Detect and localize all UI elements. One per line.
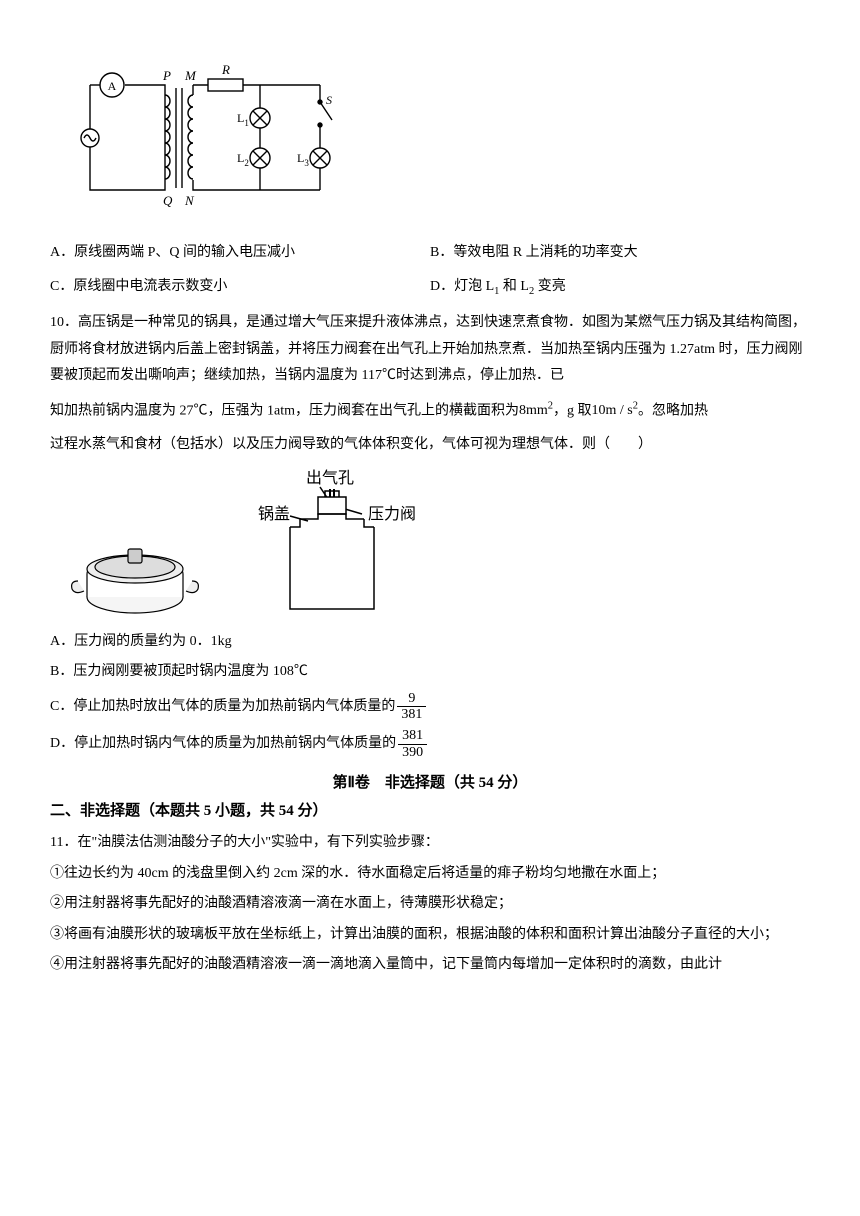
q10-option-d: D．停止加热时锅内气体的质量为加热前锅内气体质量的381390 [50, 727, 810, 761]
q10-option-c: C．停止加热时放出气体的质量为加热前锅内气体质量的9381 [50, 690, 810, 724]
svg-text:N: N [184, 193, 195, 208]
q11-number: 11． [50, 835, 77, 850]
circuit-svg: A P Q M N R L1 L2 [70, 50, 340, 215]
circuit-diagram: A P Q M N R L1 L2 [70, 50, 810, 226]
pot-photo [70, 519, 200, 619]
q10-stem: 10．高压锅是一种常见的锅具，是通过增大气压来提升液体沸点，达到快速烹煮食物．如… [50, 310, 810, 390]
q11-step-4: ④用注射器将事先配好的油酸酒精溶液一滴一滴地滴入量筒中，记下量筒内每增加一定体积… [50, 952, 810, 979]
svg-text:R: R [221, 62, 230, 77]
section-2-title: 第Ⅱ卷 非选择题（共 54 分） [50, 769, 810, 798]
q10-option-b: B．压力阀刚要被顶起时锅内温度为 108℃ [50, 659, 810, 686]
svg-text:L3: L3 [297, 151, 309, 168]
q11-step-2: ②用注射器将事先配好的油酸酒精溶液滴一滴在水面上，待薄膜形状稳定； [50, 891, 810, 918]
section-2-subtitle: 二、非选择题（本题共 5 小题，共 54 分） [50, 797, 810, 826]
svg-text:A: A [108, 79, 117, 93]
q9-option-a: A．原线圈两端 P、Q 间的输入电压减小 [50, 240, 430, 267]
q9-option-c: C．原线圈中电流表示数变小 [50, 274, 430, 302]
svg-text:锅盖: 锅盖 [258, 505, 290, 523]
svg-text:M: M [184, 68, 197, 83]
pressure-cooker-diagram: 出气孔 锅盖 压力阀 [70, 469, 810, 619]
q11-step-3: ③将画有油膜形状的玻璃板平放在坐标纸上，计算出油膜的面积，根据油酸的体积和面积计… [50, 922, 810, 949]
q10-option-a: A．压力阀的质量约为 0．1kg [50, 629, 810, 656]
svg-text:出气孔: 出气孔 [306, 469, 354, 487]
svg-text:Q: Q [163, 193, 173, 208]
q11-intro: 11．在"油膜法估测油酸分子的大小"实验中，有下列实验步骤： [50, 830, 810, 857]
q10-number: 10． [50, 315, 78, 330]
svg-text:L1: L1 [237, 111, 249, 128]
svg-text:S: S [326, 93, 332, 107]
q10-stem-3: 过程水蒸气和食材（包括水）以及压力阀导致的气体体积变化，气体可视为理想气体．则（… [50, 432, 810, 459]
q10-stem-2: 知加热前锅内温度为 27℃，压强为 1atm，压力阀套在出气孔上的横截面积为8m… [50, 394, 810, 428]
svg-text:压力阀: 压力阀 [368, 505, 416, 523]
svg-text:L2: L2 [237, 151, 249, 168]
q9-option-d: D．灯泡 L1 和 L2 变亮 [430, 274, 810, 302]
q9-options: A．原线圈两端 P、Q 间的输入电压减小 B．等效电阻 R 上消耗的功率变大 C… [50, 236, 810, 306]
q9-option-b: B．等效电阻 R 上消耗的功率变大 [430, 240, 810, 267]
svg-text:P: P [162, 68, 171, 83]
q11-step-1: ①往边长约为 40cm 的浅盘里倒入约 2cm 深的水．待水面稳定后将适量的痱子… [50, 861, 810, 888]
pot-schematic: 出气孔 锅盖 压力阀 [230, 469, 430, 619]
